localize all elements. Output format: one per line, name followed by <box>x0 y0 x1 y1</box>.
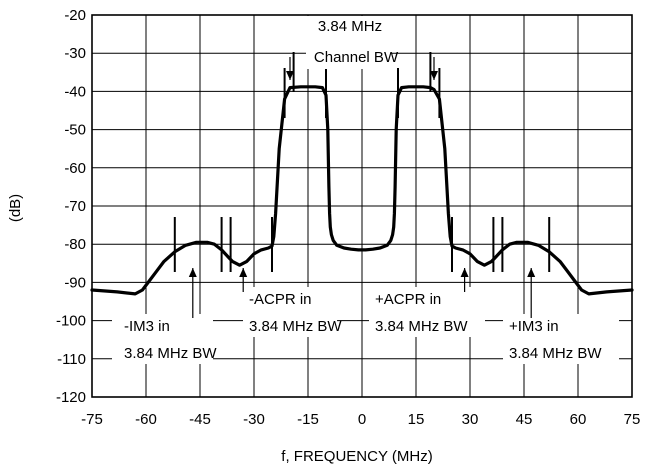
x-tick-label-10: 75 <box>624 411 641 428</box>
y-tick-label-2: -40 <box>64 83 86 100</box>
y-tick-label-7: -90 <box>64 274 86 291</box>
plot-frame <box>91 14 633 398</box>
y-tick-label-5: -70 <box>64 198 86 215</box>
x-tick-label-6: 15 <box>408 411 425 428</box>
x-tick-label-3: -30 <box>243 411 265 428</box>
x-tick-label-1: -60 <box>135 411 157 428</box>
annotation-minus-acpr-line2: 3.84 MHz BW <box>249 318 342 335</box>
y-tick-label-3: -50 <box>64 122 86 139</box>
arrow-plus-acpr-head <box>460 268 469 277</box>
annotation-background-2 <box>369 287 485 337</box>
annotation-background-1 <box>243 287 337 337</box>
y-tick-label-10: -120 <box>56 389 86 406</box>
annotation-minus-im3-line1: -IM3 in <box>124 318 170 335</box>
y-axis-title: (dB) <box>7 194 24 222</box>
spectrum-line-0 <box>90 85 634 296</box>
tick-labels: -75 -60 -45 -30 -15 0 15 30 45 60 75 -20 -30 -40 -50 -6… <box>56 7 640 428</box>
annotation-background-4 <box>503 314 619 364</box>
annotation-minus-acpr-line1: -ACPR in <box>249 291 312 308</box>
y-tick-label-9: -110 <box>57 351 86 368</box>
x-tick-label-4: -15 <box>297 411 319 428</box>
x-axis-title: f, FREQUENCY (MHz) <box>281 448 432 465</box>
arrow-plus-im3-head <box>527 268 536 277</box>
arrow-minus-acpr-head <box>239 268 248 277</box>
y-tick-label-1: -30 <box>64 45 86 62</box>
x-tick-label-0: -75 <box>81 411 103 428</box>
x-tick-label-9: 60 <box>570 411 587 428</box>
annotation-channel-bw-line2: Channel BW <box>314 49 399 66</box>
x-tick-label-8: 45 <box>516 411 533 428</box>
y-tick-label-0: -20 <box>64 7 86 24</box>
annotation-background-3 <box>112 314 213 364</box>
arrow-channel-right-head <box>430 71 438 80</box>
curve-layer <box>90 85 634 296</box>
y-tick-label-6: -80 <box>64 236 86 253</box>
annotation-plus-acpr-line2: 3.84 MHz BW <box>375 318 468 335</box>
x-tick-label-7: 30 <box>462 411 479 428</box>
annotation-minus-im3-line2: 3.84 MHz BW <box>124 345 217 362</box>
y-tick-label-8: -100 <box>56 313 86 330</box>
annotation-plus-im3-line2: 3.84 MHz BW <box>509 345 602 362</box>
annotation-plus-im3-line1: +IM3 in <box>509 318 559 335</box>
y-tick-label-4: -60 <box>64 160 86 177</box>
annotation-plus-acpr-line1: +ACPR in <box>375 291 441 308</box>
arrow-minus-im3-head <box>188 268 197 277</box>
annotation-background-0 <box>306 16 392 69</box>
arrow-channel-left-head <box>286 71 294 80</box>
marker-layer <box>173 52 551 272</box>
annotation-layer: 3.84 MHz Channel BW -ACPR in 3.84 MHz BW… <box>112 16 619 364</box>
annotation-channel-bw-line1: 3.84 MHz <box>318 18 382 35</box>
x-tick-label-5: 0 <box>358 411 366 428</box>
x-tick-label-2: -45 <box>189 411 211 428</box>
